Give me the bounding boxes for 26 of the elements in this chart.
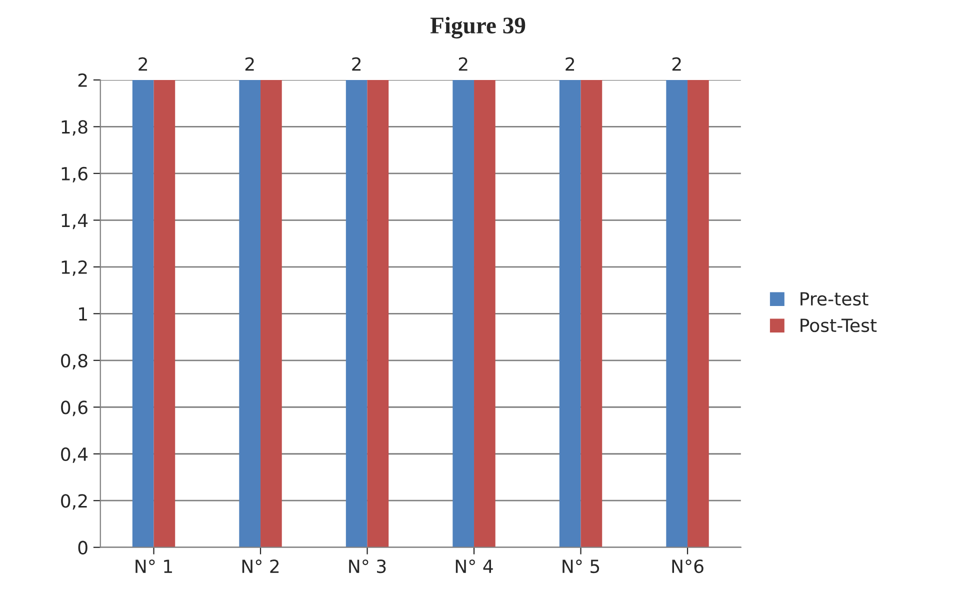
data-label: 2 — [352, 57, 361, 71]
y-tick-label: 0,6 — [61, 400, 88, 416]
y-tick-label: 0 — [78, 540, 88, 554]
x-tick-label: N° 2 — [242, 559, 279, 573]
y-tick-label: 1,6 — [62, 166, 88, 182]
y-tick-label: 1,4 — [62, 214, 88, 230]
y-tick-label: 1,2 — [62, 260, 87, 276]
y-tick-label: 1,8 — [62, 120, 88, 136]
x-tick-label: N° 5 — [562, 559, 600, 574]
x-tick-label: N° 4 — [456, 559, 493, 573]
data-label: 2 — [672, 57, 681, 71]
chart-title: Figure 39 — [430, 16, 526, 38]
legend-label: Pre-test — [800, 292, 868, 306]
data-label: 2 — [566, 57, 574, 71]
legend-label: Post-Test — [800, 318, 877, 332]
x-tick-label: N° 1 — [136, 559, 172, 573]
y-tick-label: 0,2 — [61, 494, 87, 510]
y-tick-label: 0,4 — [61, 447, 88, 463]
x-tick-label: N° 3 — [349, 559, 386, 574]
data-label: 2 — [245, 57, 254, 71]
y-tick-label: 2 — [78, 73, 87, 87]
data-label: 2 — [458, 57, 468, 71]
y-tick-label: 0,8 — [61, 354, 88, 370]
x-tick-label: N°6 — [672, 559, 704, 574]
y-tick-label: 1 — [79, 307, 87, 321]
data-label: 2 — [138, 57, 148, 71]
